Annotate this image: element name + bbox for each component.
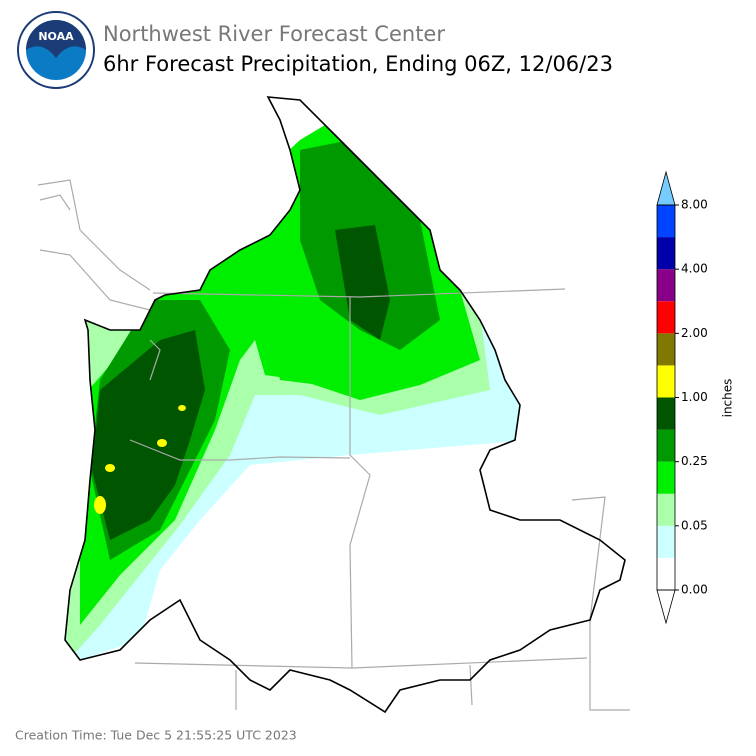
colorbar-segment [657,237,675,270]
colorbar-label: inches [721,379,735,418]
colorbar-segment [657,301,675,334]
colorbar-tick-label: 2.00 [681,326,708,340]
colorbar-tick-label: 0.00 [681,583,708,597]
colorbar-segment [657,269,675,302]
colorbar-segment [657,461,675,494]
colorbar-segment [657,525,675,558]
colorbar-under [656,589,676,625]
subtitle: 6hr Forecast Precipitation, Ending 06Z, … [103,52,613,76]
colorbar-tick-label: 1.00 [681,390,708,404]
creation-time: Creation Time: Tue Dec 5 21:55:25 UTC 20… [15,728,297,743]
colorbar-segment [657,205,675,238]
precip-field [65,110,530,670]
noaa-logo: NOAA [17,11,95,89]
colorbar-tick-label: 0.05 [681,518,708,532]
colorbar-segment [657,429,675,462]
colorbar-segment [657,397,675,430]
colorbar-segment [657,365,675,398]
colorbar-tick-label: 0.25 [681,454,708,468]
logo-text: NOAA [38,30,74,43]
colorbar-tick-label: 8.00 [681,198,708,212]
colorbar-segment [657,493,675,526]
colorbar: 0.00 0.05 0.25 1.00 2.00 4.00 8.00 [656,170,708,625]
title: Northwest River Forecast Center [103,22,445,46]
colorbar-segment [657,333,675,366]
colorbar-over [656,170,676,206]
state-lines [37,179,630,711]
colorbar-tick-label: 4.00 [681,262,708,276]
colorbar-segment [657,557,675,590]
